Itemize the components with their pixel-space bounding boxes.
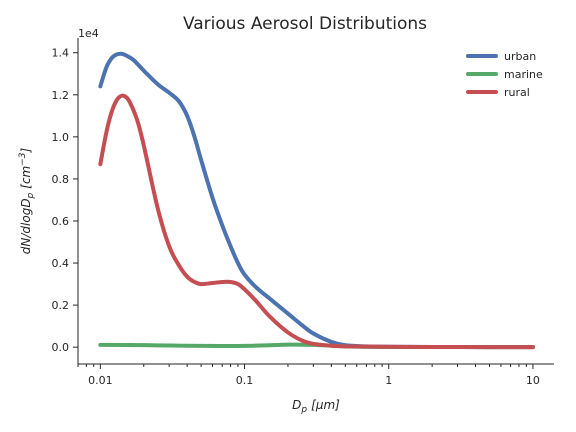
y-tick-label: 1.4 bbox=[52, 47, 70, 60]
y-axis-multiplier: 1e4 bbox=[78, 27, 99, 40]
x-tick-label: 10 bbox=[526, 374, 540, 387]
y-tick-label: 1.0 bbox=[52, 131, 70, 144]
series-line-rural bbox=[98, 93, 535, 350]
legend-label-marine: marine bbox=[504, 68, 543, 81]
legend-label-urban: urban bbox=[504, 50, 536, 63]
x-tick-label: 0.01 bbox=[88, 374, 113, 387]
y-tick-label: 0.6 bbox=[52, 215, 70, 228]
series-layer bbox=[98, 51, 535, 350]
chart-title: Various Aerosol Distributions bbox=[183, 14, 427, 34]
legend-label-rural: rural bbox=[504, 86, 530, 99]
y-tick-label: 0.4 bbox=[52, 257, 70, 270]
y-tick-label: 0.2 bbox=[52, 299, 70, 312]
y-tick-label: 0.8 bbox=[52, 173, 70, 186]
series-line-urban bbox=[98, 51, 535, 350]
x-tick-label: 1 bbox=[385, 374, 392, 387]
y-tick-label: 0.0 bbox=[52, 341, 70, 354]
x-tick-label: 0.1 bbox=[236, 374, 254, 387]
x-axis-ticks: 0.01 0.1 1 10 bbox=[77, 364, 540, 387]
legend: urban marine rural bbox=[466, 50, 543, 99]
x-axis-label: Dp [μm] bbox=[292, 398, 340, 415]
y-axis-ticks: 0.0 0.2 0.4 0.6 0.8 1.0 1.2 1.4 bbox=[52, 47, 78, 354]
y-axis-label: dN/dlogDp[cm−3] bbox=[18, 147, 36, 254]
y-tick-label: 1.2 bbox=[52, 89, 70, 102]
